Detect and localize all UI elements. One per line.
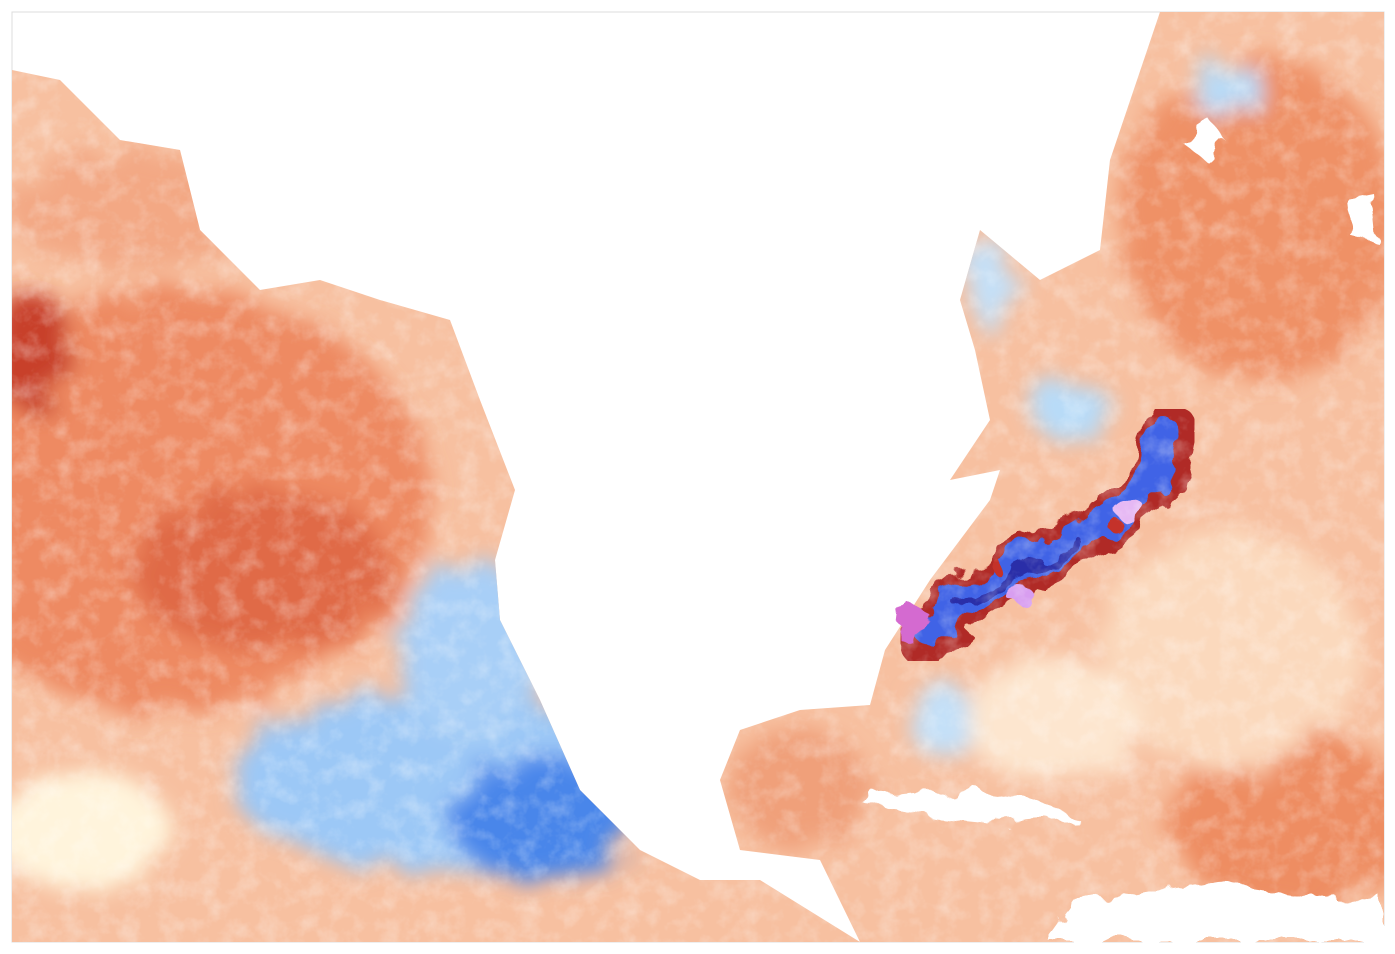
land	[1180, 120, 1225, 160]
coastal-anomaly	[900, 600, 925, 645]
land	[860, 790, 1080, 825]
land-holes	[860, 120, 1384, 942]
land	[1050, 880, 1384, 942]
land	[1345, 190, 1375, 240]
